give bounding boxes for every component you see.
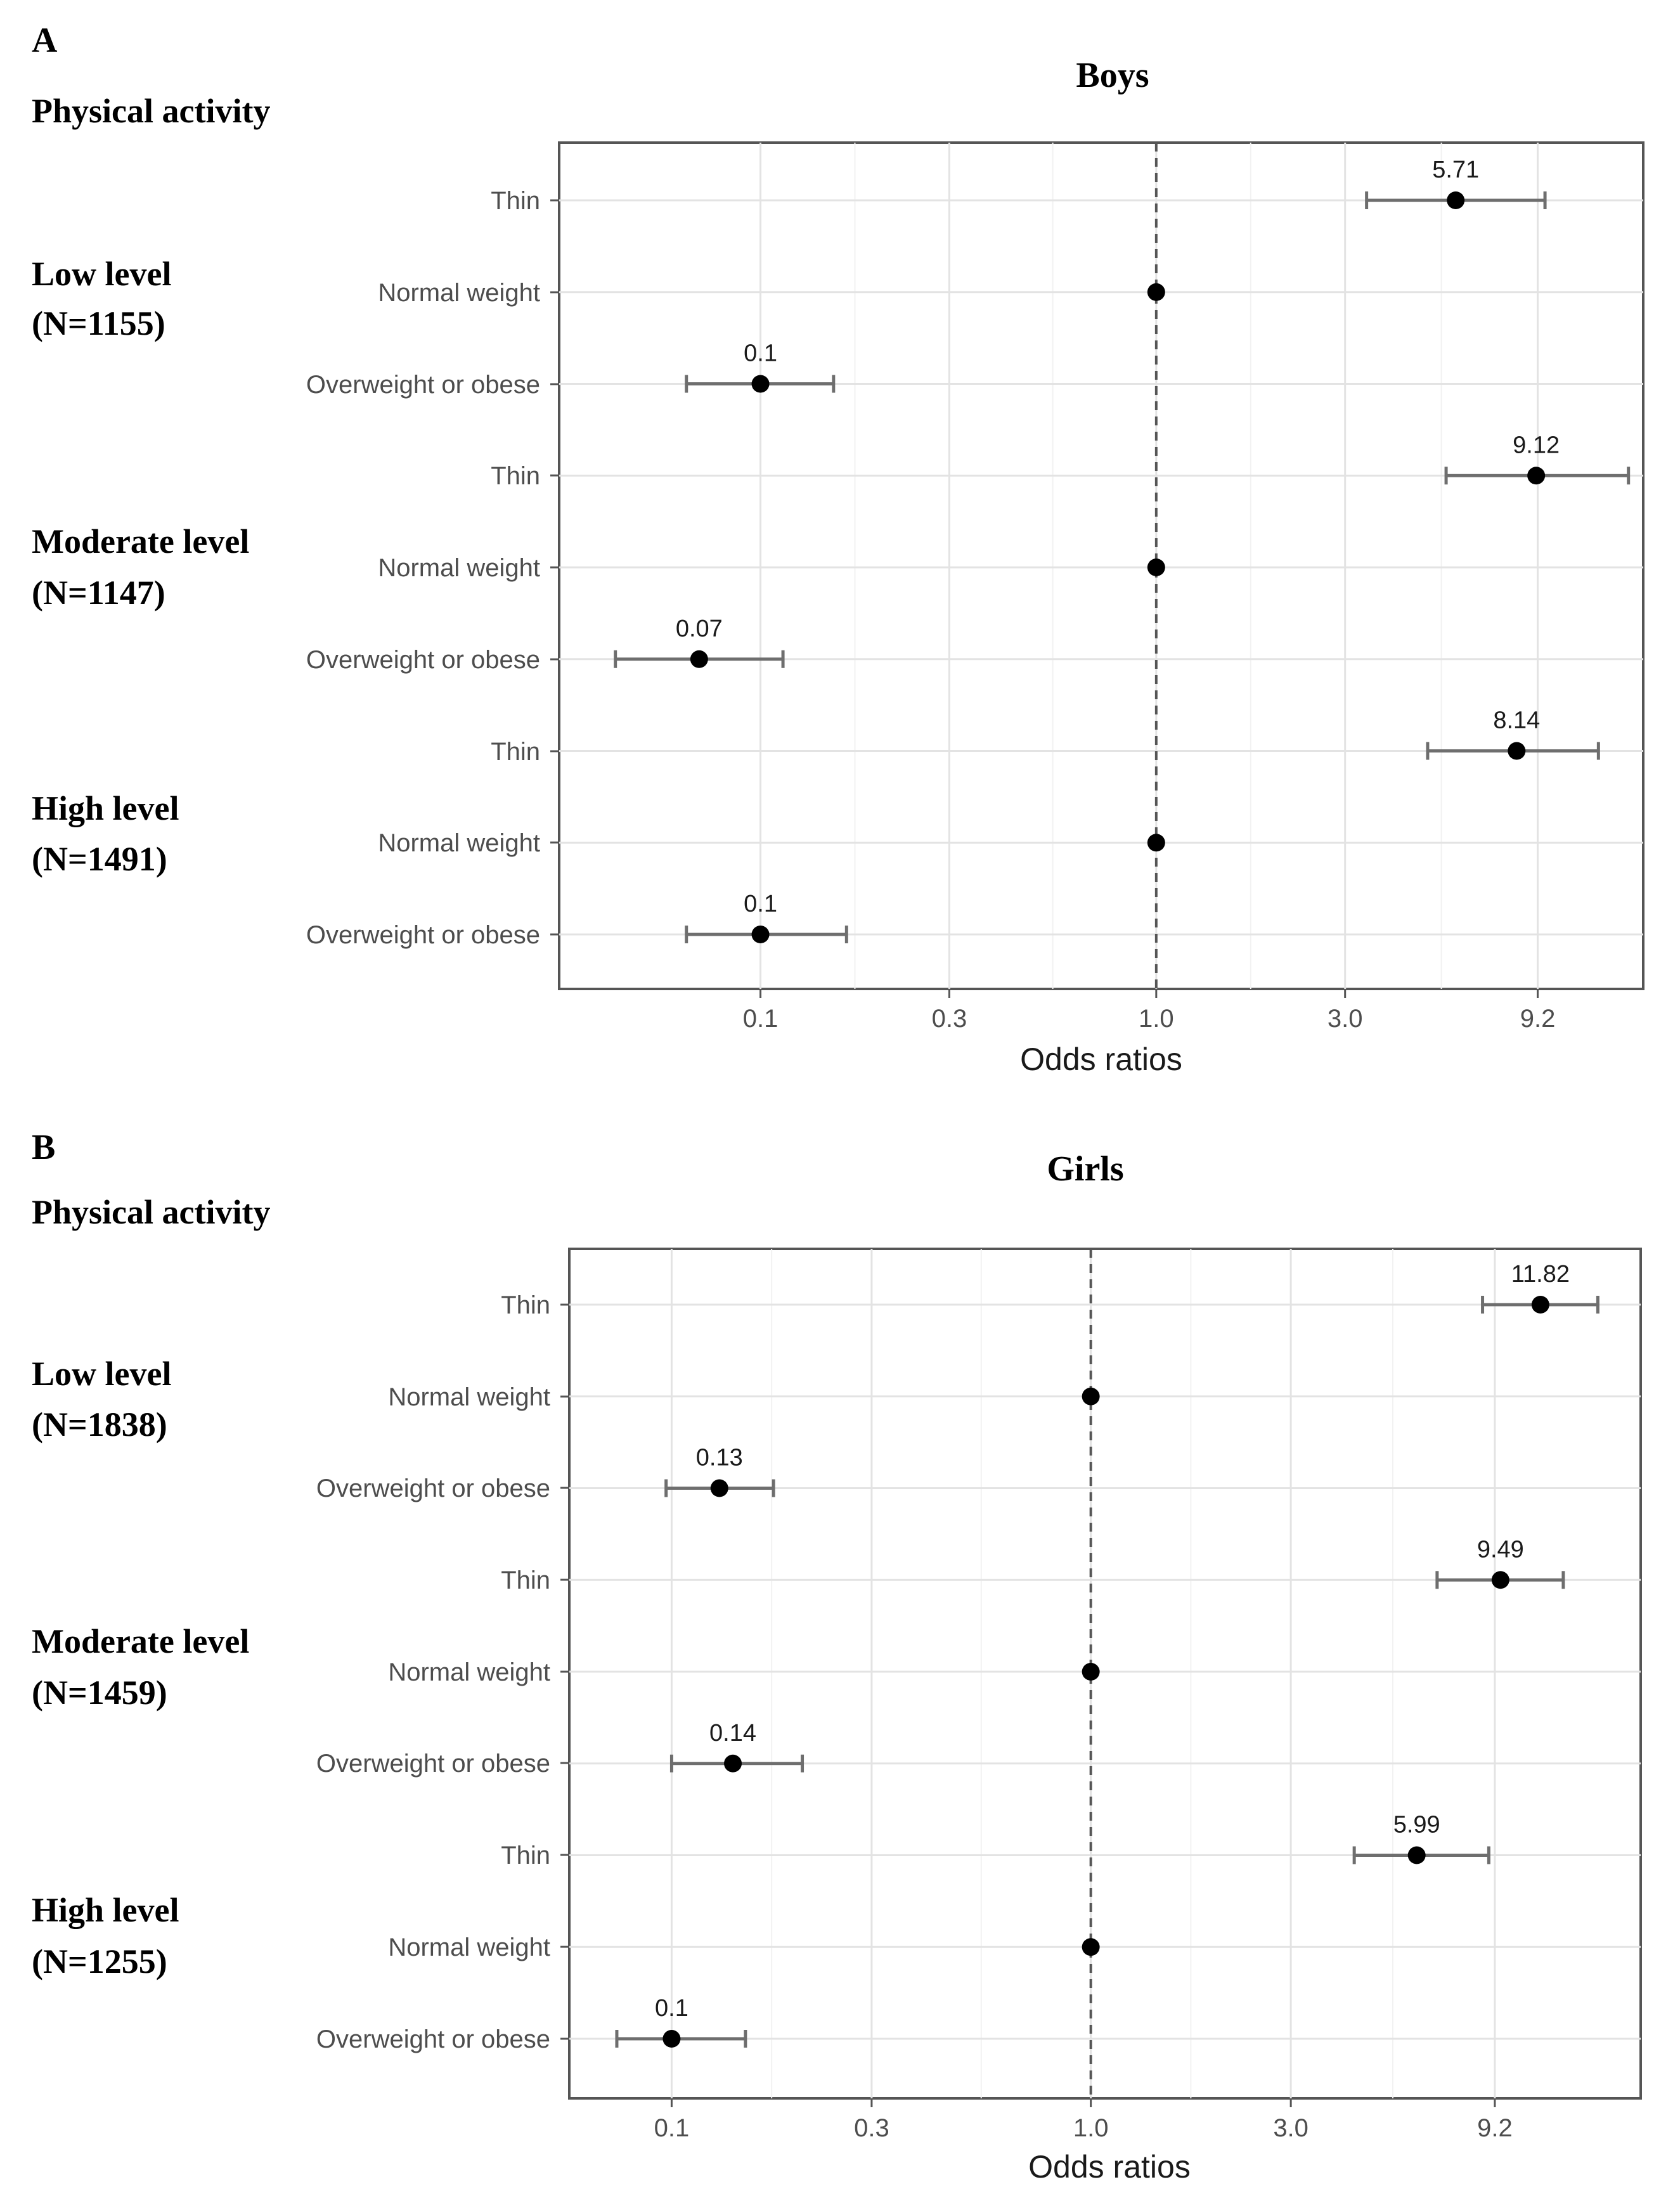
row-label: Thin (501, 1842, 550, 1869)
row-label: Overweight or obese (316, 2025, 550, 2053)
plot-panel (568, 1248, 1642, 2100)
physical-activity-title: Physical activity (32, 1193, 270, 1231)
row-label: Normal weight (388, 1934, 550, 1961)
panel-letter: B (32, 1128, 55, 1167)
point-estimate (724, 1754, 742, 1773)
x-axis-title: Odds ratios (1028, 2149, 1191, 2185)
point-estimate (1082, 1938, 1100, 1956)
group-label-high: High level (32, 1891, 179, 1929)
value-label: 5.71 (1432, 157, 1479, 183)
row-label: Overweight or obese (306, 371, 540, 399)
value-label: 9.12 (1513, 432, 1560, 458)
x-tick-label: 1.0 (1073, 2114, 1109, 2142)
group-label-moderate: Moderate level (32, 1622, 249, 1660)
plot-panel (558, 141, 1644, 990)
point-estimate (662, 2030, 681, 2048)
group-n-low: (N=1838) (32, 1405, 167, 1443)
row-label: Thin (501, 1566, 550, 1594)
point-estimate (751, 375, 770, 393)
panel-letter: A (32, 21, 58, 60)
point-estimate (751, 926, 770, 943)
x-tick-label: 3.0 (1273, 2114, 1308, 2142)
group-n-moderate: (N=1147) (32, 574, 165, 612)
row-label: Overweight or obese (306, 646, 540, 674)
x-tick-label: 0.1 (654, 2114, 690, 2142)
data-marks: 11.82 0.13 9.49 0.14 5.99 0.1 (615, 1261, 1599, 2048)
chart-title: Boys (1076, 56, 1149, 95)
value-label: 11.82 (1511, 1261, 1570, 1288)
point-estimate (1147, 283, 1165, 301)
x-tick-label: 0.3 (932, 1005, 967, 1033)
row-label: Normal weight (388, 1383, 550, 1411)
point-estimate (1407, 1846, 1426, 1864)
point-estimate (1147, 834, 1165, 852)
point-estimate (1508, 742, 1526, 760)
row-label: Normal weight (378, 554, 540, 582)
x-tick-label: 1.0 (1139, 1005, 1174, 1033)
physical-activity-title: Physical activity (32, 92, 270, 130)
group-label-low: Low level (32, 1355, 171, 1393)
row-label: Thin (491, 738, 540, 766)
value-label: 0.14 (709, 1720, 756, 1747)
x-tick-label: 0.3 (854, 2114, 889, 2142)
row-label: Thin (491, 462, 540, 490)
chart-title: Girls (1047, 1149, 1123, 1189)
point-estimate (1447, 191, 1465, 209)
data-marks: 5.71 0.1 9.12 0.07 8.14 0.1 (614, 157, 1631, 943)
value-label: 5.99 (1393, 1812, 1440, 1838)
row-label: Normal weight (378, 829, 540, 857)
value-label: 0.13 (696, 1445, 743, 1471)
row-label: Overweight or obese (316, 1475, 550, 1502)
x-ticks: 0.1 0.3 1.0 3.0 9.2 (654, 2114, 1513, 2142)
x-tick-label: 9.2 (1477, 2114, 1513, 2142)
group-n-low: (N=1155) (32, 304, 165, 342)
point-estimate (1147, 559, 1165, 576)
value-label: 8.14 (1493, 707, 1540, 734)
x-ticks: 0.1 0.3 1.0 3.0 9.2 (743, 1005, 1556, 1033)
value-label: 0.07 (676, 616, 723, 642)
x-tick-label: 9.2 (1520, 1005, 1556, 1033)
panel-boys: A Physical activity Boys Low level (N=11… (32, 21, 1644, 1077)
point-estimate (710, 1479, 728, 1497)
y-tick-marks (550, 199, 559, 936)
y-tick-marks (560, 1303, 569, 2040)
group-label-low: Low level (32, 255, 171, 293)
group-n-moderate: (N=1459) (32, 1674, 167, 1712)
group-label-moderate: Moderate level (32, 522, 249, 560)
group-n-high: (N=1255) (32, 1942, 167, 1980)
row-label: Normal weight (378, 279, 540, 307)
row-label: Thin (501, 1291, 550, 1319)
value-label: 0.1 (744, 891, 777, 917)
row-label: Thin (491, 187, 540, 215)
value-label: 0.1 (655, 1995, 688, 2022)
group-n-high: (N=1491) (32, 840, 167, 878)
x-axis-title: Odds ratios (1020, 1042, 1182, 1077)
panel-girls: B Physical activity Girls Low level (N=1… (32, 1128, 1642, 2185)
x-tick-label: 3.0 (1328, 1005, 1363, 1033)
value-label: 0.1 (744, 340, 777, 367)
point-estimate (1531, 1296, 1549, 1314)
row-label: Normal weight (388, 1658, 550, 1686)
point-estimate (690, 650, 708, 668)
row-label: Overweight or obese (306, 921, 540, 949)
point-estimate (1082, 1387, 1100, 1405)
point-estimate (1491, 1571, 1509, 1589)
point-estimate (1527, 467, 1546, 485)
row-label: Overweight or obese (316, 1750, 550, 1778)
group-label-high: High level (32, 789, 179, 827)
value-label: 9.49 (1477, 1536, 1524, 1563)
point-estimate (1082, 1663, 1100, 1681)
x-tick-label: 0.1 (743, 1005, 779, 1033)
